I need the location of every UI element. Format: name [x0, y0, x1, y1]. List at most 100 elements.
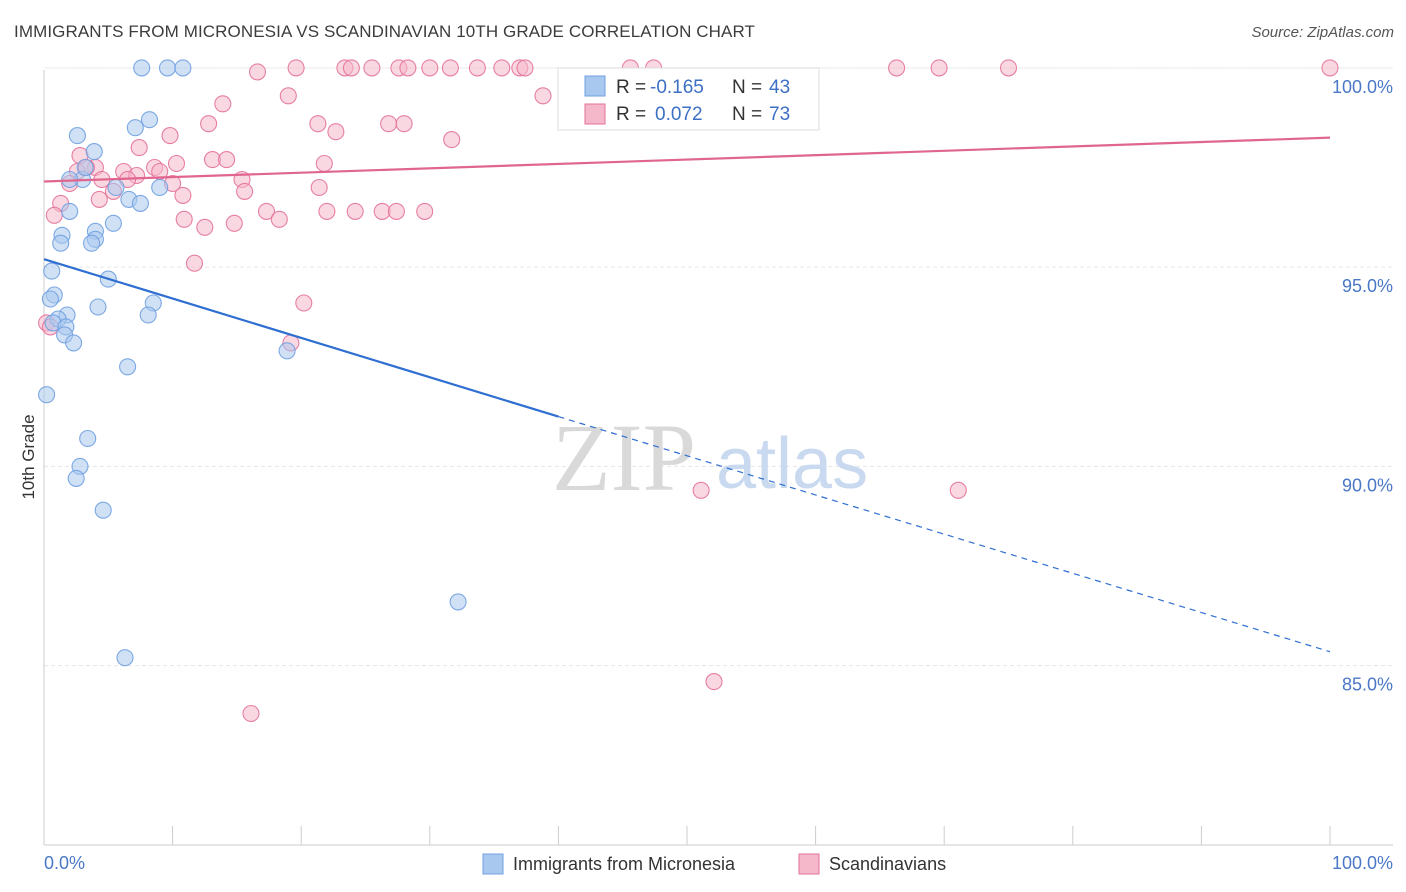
scandinavian-point-19 — [279, 87, 297, 105]
legend-label-scandinavians: Scandinavians — [829, 854, 946, 874]
axes — [43, 70, 1393, 846]
watermark-atlas: atlas — [716, 424, 868, 504]
scandinavian-point-18 — [1321, 59, 1339, 77]
micronesia-point-9 — [76, 158, 94, 177]
micronesia-point-3 — [140, 111, 159, 129]
scandinavian-point-10 — [493, 59, 511, 77]
micronesia-trend-line — [43, 258, 559, 418]
series-micronesia-points — [38, 59, 467, 667]
scandinavian-point-65 — [692, 481, 710, 499]
micronesia-point-11 — [151, 178, 169, 197]
scandinavian-point-22 — [309, 115, 327, 133]
scandinavian-point-48 — [174, 186, 192, 204]
micronesia-point-0 — [133, 59, 151, 77]
scandinavian-point-34 — [167, 154, 186, 173]
x-ticks — [43, 826, 1331, 845]
scandinavian-point-68 — [242, 704, 260, 723]
y-tick-labels: 85.0% 90.0% 95.0% 100.0% — [1332, 77, 1393, 695]
scandinavian-point-25 — [395, 115, 413, 133]
scandinavian-point-3 — [342, 59, 360, 77]
micronesia-point-25 — [89, 298, 107, 316]
micronesia-point-13 — [131, 194, 149, 212]
scandinavian-point-51 — [257, 202, 276, 220]
scandinavian-point-59 — [196, 218, 214, 236]
y-axis-label: 10th Grade — [19, 414, 38, 499]
x-tick-label-max: 100.0% — [1332, 853, 1393, 873]
legend-label-micronesia: Immigrants from Micronesia — [513, 854, 736, 874]
micronesia-point-24 — [41, 290, 59, 308]
scandinavian-point-66 — [949, 481, 967, 499]
stats-n-label-2: N = — [732, 104, 762, 125]
y-tick-label-90: 90.0% — [1342, 475, 1393, 495]
chart-title: IMMIGRANTS FROM MICRONESIA VS SCANDINAVI… — [14, 22, 756, 41]
scandinavian-point-56 — [175, 210, 193, 228]
scandinavian-point-46 — [236, 182, 254, 200]
scandinavian-point-53 — [373, 202, 391, 220]
stats-n-value-2: 73 — [769, 104, 790, 125]
stats-n-label-1: N = — [732, 77, 762, 98]
stats-swatch-micronesia — [584, 75, 606, 97]
micronesia-point-27 — [139, 306, 157, 324]
micronesia-point-35 — [119, 358, 137, 376]
scandinavian-point-6 — [399, 59, 417, 77]
scandinavian-point-61 — [295, 294, 313, 312]
y-tick-label-95: 95.0% — [1342, 276, 1393, 296]
micronesia-point-21 — [43, 262, 61, 280]
micronesia-point-1 — [158, 59, 177, 77]
legend-swatch-scandinavians — [798, 853, 820, 875]
y-tick-label-100: 100.0% — [1332, 77, 1393, 97]
scandinavian-point-17 — [999, 59, 1018, 77]
stats-n-value-1: 43 — [769, 77, 790, 98]
watermark: ZIP atlas — [552, 404, 868, 511]
micronesia-point-42 — [116, 649, 134, 667]
scandinavian-point-1 — [287, 59, 305, 77]
micronesia-point-41 — [449, 593, 467, 611]
trend-lines — [43, 136, 1331, 653]
scandinavian-point-58 — [225, 214, 243, 232]
micronesia-point-2 — [174, 59, 192, 77]
scandinavian-point-57 — [270, 210, 288, 228]
x-tick-label-min: 0.0% — [44, 853, 85, 873]
scandinavian-point-67 — [705, 673, 723, 691]
stats-r-value-2: 0.072 — [655, 104, 703, 125]
legend-swatch-micronesia — [482, 853, 504, 875]
micronesia-point-15 — [104, 214, 122, 232]
micronesia-point-33 — [65, 334, 83, 352]
scandinavian-point-32 — [218, 151, 236, 169]
series-scandinavians-points — [38, 59, 1339, 723]
y-tick-label-85: 85.0% — [1342, 675, 1393, 695]
watermark-zip: ZIP — [552, 404, 696, 511]
scandinavian-point-16 — [930, 59, 948, 77]
micronesia-point-36 — [38, 386, 56, 404]
micronesia-point-20 — [83, 234, 101, 252]
scandinavian-point-8 — [441, 59, 459, 77]
micronesia-point-37 — [79, 429, 97, 448]
micronesia-point-6 — [85, 143, 103, 161]
micronesia-point-39 — [67, 469, 85, 487]
scandinavian-point-21 — [214, 95, 232, 113]
micronesia-point-4 — [68, 127, 86, 145]
scandinavian-trend-line — [43, 136, 1331, 183]
stats-r-label-2: R = — [616, 104, 646, 125]
scandinavian-point-33 — [315, 154, 333, 173]
micronesia-point-14 — [61, 202, 79, 220]
stats-r-value-1: -0.165 — [650, 77, 704, 98]
scandinavian-point-15 — [888, 59, 906, 77]
scandinavian-point-27 — [161, 127, 179, 145]
scandinavian-point-60 — [185, 254, 204, 272]
scandinavian-point-12 — [516, 59, 534, 77]
micronesia-point-19 — [52, 234, 70, 252]
legend: Immigrants from Micronesia Scandinavians — [482, 853, 946, 875]
micronesia-point-5 — [126, 119, 144, 137]
scandinavian-point-9 — [468, 59, 486, 77]
scandinavian-point-54 — [387, 202, 405, 220]
source-label: Source: ZipAtlas.com — [1251, 24, 1394, 41]
stats-r-label-1: R = — [616, 77, 646, 98]
scandinavian-point-23 — [200, 115, 218, 133]
scandinavian-point-7 — [421, 59, 439, 77]
micronesia-point-10 — [107, 178, 125, 197]
scandinavian-point-26 — [327, 123, 345, 141]
stats-swatch-scandinavians — [584, 103, 606, 125]
scandinavian-point-4 — [363, 59, 381, 77]
